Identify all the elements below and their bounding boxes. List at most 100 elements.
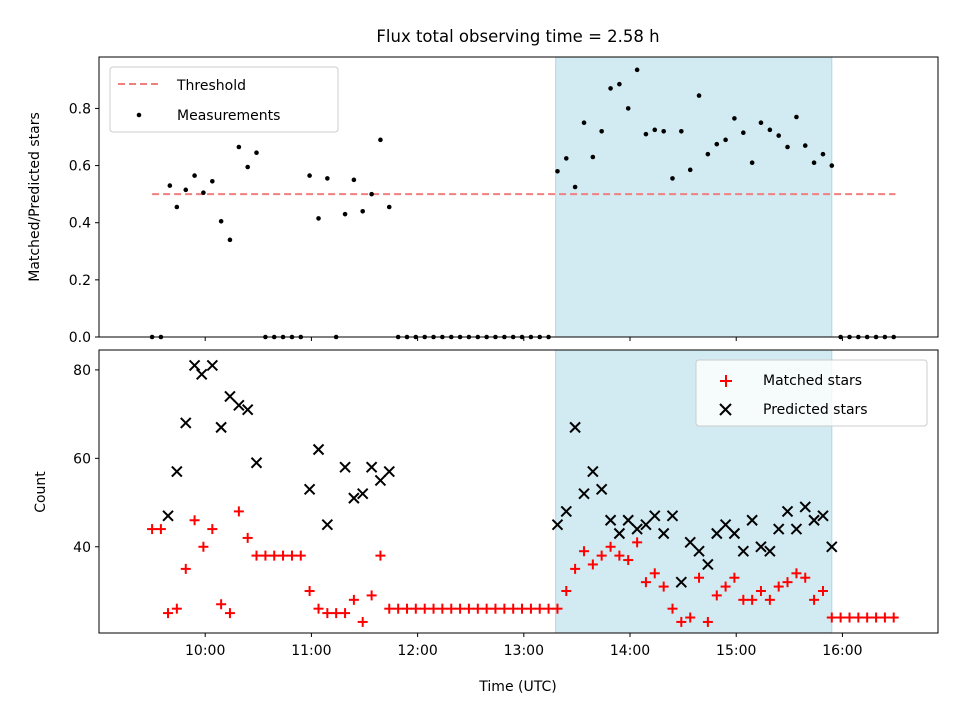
matched-star-point bbox=[755, 585, 766, 596]
matched-star-point bbox=[835, 612, 846, 623]
matched-star-point bbox=[233, 506, 244, 517]
measurement-point bbox=[581, 120, 587, 126]
measurement-point bbox=[776, 133, 781, 138]
matched-star-point bbox=[286, 550, 297, 561]
predicted-star-stroke bbox=[365, 461, 378, 473]
predicted-star-stroke bbox=[702, 558, 714, 571]
matched-star-point bbox=[596, 550, 607, 561]
matched-star-point bbox=[304, 585, 315, 596]
matched-star-point bbox=[180, 563, 191, 574]
predicted-star-point bbox=[250, 457, 263, 469]
predicted-star-point bbox=[569, 421, 581, 434]
matched-star-point bbox=[171, 603, 182, 614]
predicted-star-stroke bbox=[162, 510, 174, 522]
matched-star-point bbox=[676, 616, 687, 627]
bottom-y-axis-label: Count bbox=[33, 471, 49, 513]
measurement-point bbox=[802, 143, 808, 148]
predicted-star-stroke bbox=[195, 368, 208, 381]
predicted-star-point bbox=[339, 461, 351, 473]
matched-star-point bbox=[817, 585, 828, 596]
measurement-point bbox=[316, 216, 321, 221]
predicted-star-point bbox=[817, 510, 829, 522]
predicted-star-stroke bbox=[799, 501, 811, 513]
predicted-star-point bbox=[303, 483, 316, 495]
x-tick-label: 14:00 bbox=[610, 643, 650, 659]
predicted-star-stroke bbox=[578, 488, 590, 500]
measurement-point bbox=[236, 144, 242, 150]
predicted-star-stroke bbox=[560, 505, 572, 518]
predicted-star-stroke bbox=[356, 488, 369, 500]
predicted-star-stroke bbox=[746, 514, 758, 526]
predicted-star-point bbox=[790, 523, 803, 535]
predicted-star-point bbox=[640, 518, 652, 531]
bottom-panel: 40 60 80 10:00 11:00 12:00 13:00 14:00 15:00 16:0… bbox=[33, 349, 939, 695]
matched-star-point bbox=[357, 616, 368, 627]
bottom-legend: Matched stars Predicted stars bbox=[695, 359, 928, 427]
top-y-tick-label: 0.4 bbox=[69, 216, 91, 232]
predicted-star-point bbox=[356, 488, 369, 500]
measurement-point bbox=[325, 176, 330, 181]
predicted-star-stroke bbox=[188, 359, 201, 372]
matched-star-point bbox=[791, 568, 802, 579]
matched-star-point bbox=[738, 594, 749, 605]
measurement-point bbox=[723, 137, 728, 143]
measurement-point bbox=[811, 160, 817, 166]
predicted-star-stroke bbox=[755, 541, 767, 553]
predicted-star-stroke bbox=[374, 474, 387, 487]
matched-star-point bbox=[269, 550, 280, 561]
measurement-point bbox=[254, 150, 259, 156]
predicted-star-stroke bbox=[339, 461, 351, 473]
measurement-point bbox=[617, 81, 622, 87]
matched-star-point bbox=[242, 532, 253, 543]
x-tick-label: 11:00 bbox=[291, 643, 331, 659]
measurement-point bbox=[351, 177, 357, 183]
measurement-point bbox=[785, 144, 790, 150]
predicted-star-stroke bbox=[737, 545, 750, 557]
predicted-star-point bbox=[719, 518, 732, 531]
matched-star-point bbox=[605, 541, 616, 552]
bottom-data-layer bbox=[147, 359, 899, 627]
matched-star-point bbox=[534, 603, 545, 614]
predicted-star-point bbox=[693, 545, 705, 557]
measurement-point bbox=[652, 127, 658, 133]
predicted-star-point bbox=[746, 514, 758, 526]
matched-star-point bbox=[508, 603, 519, 614]
matched-star-point bbox=[579, 546, 590, 557]
matched-star-point bbox=[490, 603, 501, 614]
measurement-point bbox=[625, 106, 631, 111]
matched-star-point bbox=[632, 537, 643, 548]
matched-star-point bbox=[446, 603, 457, 614]
measurement-point bbox=[167, 183, 173, 188]
matched-star-point bbox=[658, 581, 669, 592]
predicted-star-stroke bbox=[595, 483, 608, 495]
measurement-point bbox=[555, 168, 560, 174]
measurement-point bbox=[749, 160, 755, 166]
measurement-point bbox=[360, 208, 366, 214]
matched-star-point bbox=[455, 603, 466, 614]
x-tick-label: 12:00 bbox=[397, 643, 437, 659]
measurement-point bbox=[820, 151, 826, 157]
predicted-star-stroke bbox=[250, 457, 263, 469]
predicted-star-point bbox=[383, 465, 395, 478]
matched-star-point bbox=[278, 550, 289, 561]
predicted-star-point bbox=[241, 403, 254, 416]
predicted-star-stroke bbox=[772, 523, 785, 535]
predicted-star-point bbox=[587, 465, 599, 478]
top-data-layer bbox=[149, 67, 897, 340]
measurement-point bbox=[794, 114, 799, 120]
matched-star-point bbox=[428, 603, 439, 614]
predicted-star-point bbox=[595, 483, 608, 495]
predicted-star-point bbox=[675, 576, 688, 588]
top-legend: Threshold Measurements bbox=[109, 66, 339, 133]
matched-star-point bbox=[826, 612, 837, 623]
top-axes-frame bbox=[98, 56, 939, 338]
predicted-star-point bbox=[657, 527, 670, 540]
top-y-axis-label: Matched/Predicted stars bbox=[27, 112, 43, 282]
matched-star-point bbox=[331, 608, 342, 619]
predicted-star-point bbox=[702, 558, 714, 571]
top-panel: 0.00.20.40.60.8 Matched/Predicted stars … bbox=[27, 56, 939, 346]
measurement-point bbox=[378, 137, 383, 143]
matched-star-point bbox=[340, 608, 351, 619]
measurement-point bbox=[679, 128, 684, 134]
predicted-star-stroke bbox=[684, 536, 696, 549]
